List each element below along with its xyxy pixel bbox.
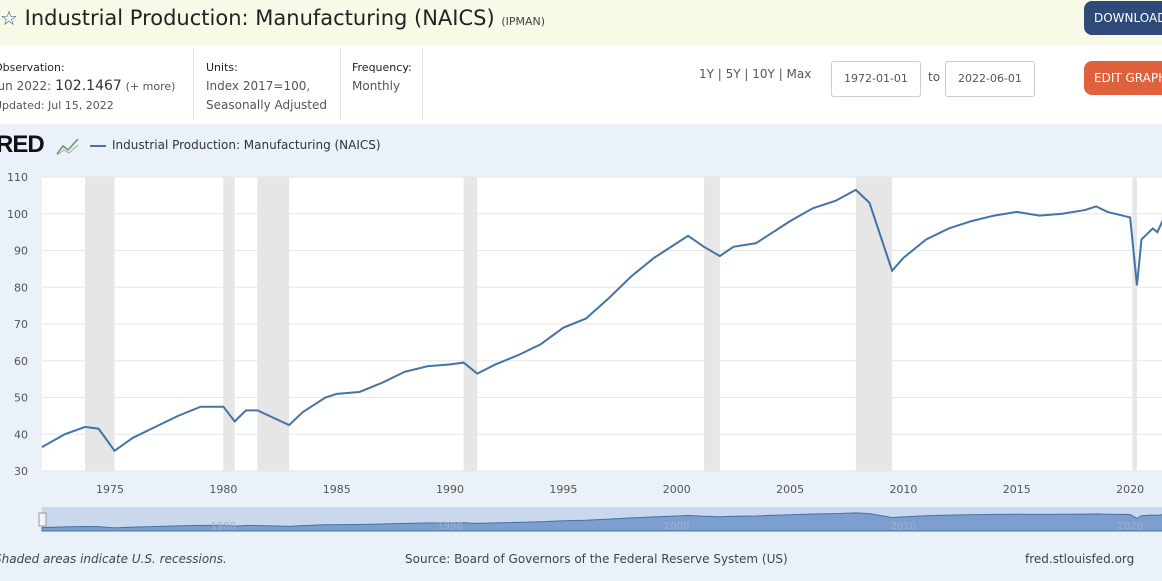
range-links[interactable]: 1Y | 5Y | 10Y | Max	[699, 67, 812, 81]
star-icon[interactable]: ☆	[0, 6, 18, 30]
y-tick-label: 30	[14, 465, 28, 478]
download-button[interactable]: DOWNLOAD	[1084, 1, 1162, 35]
y-tick-label: 70	[14, 318, 28, 331]
chart-logo-icon	[56, 138, 79, 156]
frequency-label: Frequency:	[352, 61, 412, 74]
source-text: Source: Board of Governors of the Federa…	[405, 552, 788, 566]
title-text: Industrial Production: Manufacturing (NA…	[24, 6, 495, 30]
navigator-tick-label: 1980	[211, 521, 236, 532]
navigator-tick-label: 2000	[664, 521, 689, 532]
observation-block: Observation: Jun 2022: 102.1467 (+ more)…	[0, 58, 175, 115]
y-tick-label: 80	[14, 281, 28, 294]
x-tick-label: 1975	[96, 483, 124, 496]
y-tick-label: 40	[14, 428, 28, 441]
start-date-input[interactable]: 1972-01-01	[831, 61, 921, 97]
x-tick-label: 1985	[323, 483, 351, 496]
fred-logo: RED	[0, 131, 45, 158]
series-id: (IPMAN)	[501, 15, 546, 28]
navigator-handle[interactable]	[38, 512, 47, 527]
x-tick-label: 2015	[1003, 483, 1031, 496]
divider	[422, 48, 423, 120]
units-adjustment: Seasonally Adjusted	[206, 98, 328, 112]
units-value: Index 2017=100,	[206, 79, 311, 93]
x-tick-label: 2010	[889, 483, 917, 496]
divider	[340, 48, 341, 120]
x-tick-label: 2005	[776, 483, 804, 496]
observation-value: 102.1467	[54, 78, 122, 94]
y-tick-label: 60	[14, 355, 28, 368]
observation-date: Jun 2022:	[0, 79, 52, 93]
divider	[193, 48, 194, 120]
frequency-block: Frequency: Monthly	[352, 58, 412, 96]
end-date-input[interactable]: 2022-06-01	[945, 61, 1035, 97]
y-tick-label: 100	[7, 208, 28, 221]
legend-swatch	[90, 145, 106, 147]
line-chart[interactable]: 30 40 50 60 70 80 90 100 110 1975 1980 1985 1990 1995…	[0, 124, 1162, 544]
x-tick-label: 1990	[436, 483, 464, 496]
y-tick-label: 110	[7, 171, 28, 184]
navigator-tick-label: 2010	[891, 521, 916, 532]
recession-note: Shaded areas indicate U.S. recessions.	[0, 552, 227, 566]
units-block: Units: Index 2017=100, Seasonally Adjust…	[206, 58, 327, 115]
x-tick-label: 2000	[663, 483, 691, 496]
series-line	[41, 188, 1162, 453]
more-link[interactable]: (+ more)	[125, 80, 176, 93]
y-tick-label: 50	[14, 392, 28, 405]
frequency-value: Monthly	[352, 79, 401, 93]
updated-date: Updated: Jul 15, 2022	[0, 99, 114, 112]
title-bar	[0, 0, 1162, 46]
observation-label: Observation:	[0, 61, 65, 74]
x-tick-label: 1980	[209, 483, 237, 496]
edit-graph-button[interactable]: EDIT GRAPH	[1084, 61, 1162, 95]
to-label: to	[928, 70, 941, 84]
y-tick-label: 90	[14, 245, 28, 258]
navigator-series	[41, 512, 1162, 532]
site-link[interactable]: fred.stlouisfed.org	[1025, 552, 1135, 566]
page-title: ☆ Industrial Production: Manufacturing (…	[0, 6, 545, 30]
legend-label: Industrial Production: Manufacturing (NA…	[112, 138, 381, 152]
navigator-tick-label: 2020	[1117, 521, 1142, 532]
units-label: Units:	[206, 61, 238, 74]
x-tick-label: 1995	[549, 483, 577, 496]
x-tick-label: 2020	[1116, 483, 1144, 496]
navigator-tick-label: 1990	[437, 521, 462, 532]
